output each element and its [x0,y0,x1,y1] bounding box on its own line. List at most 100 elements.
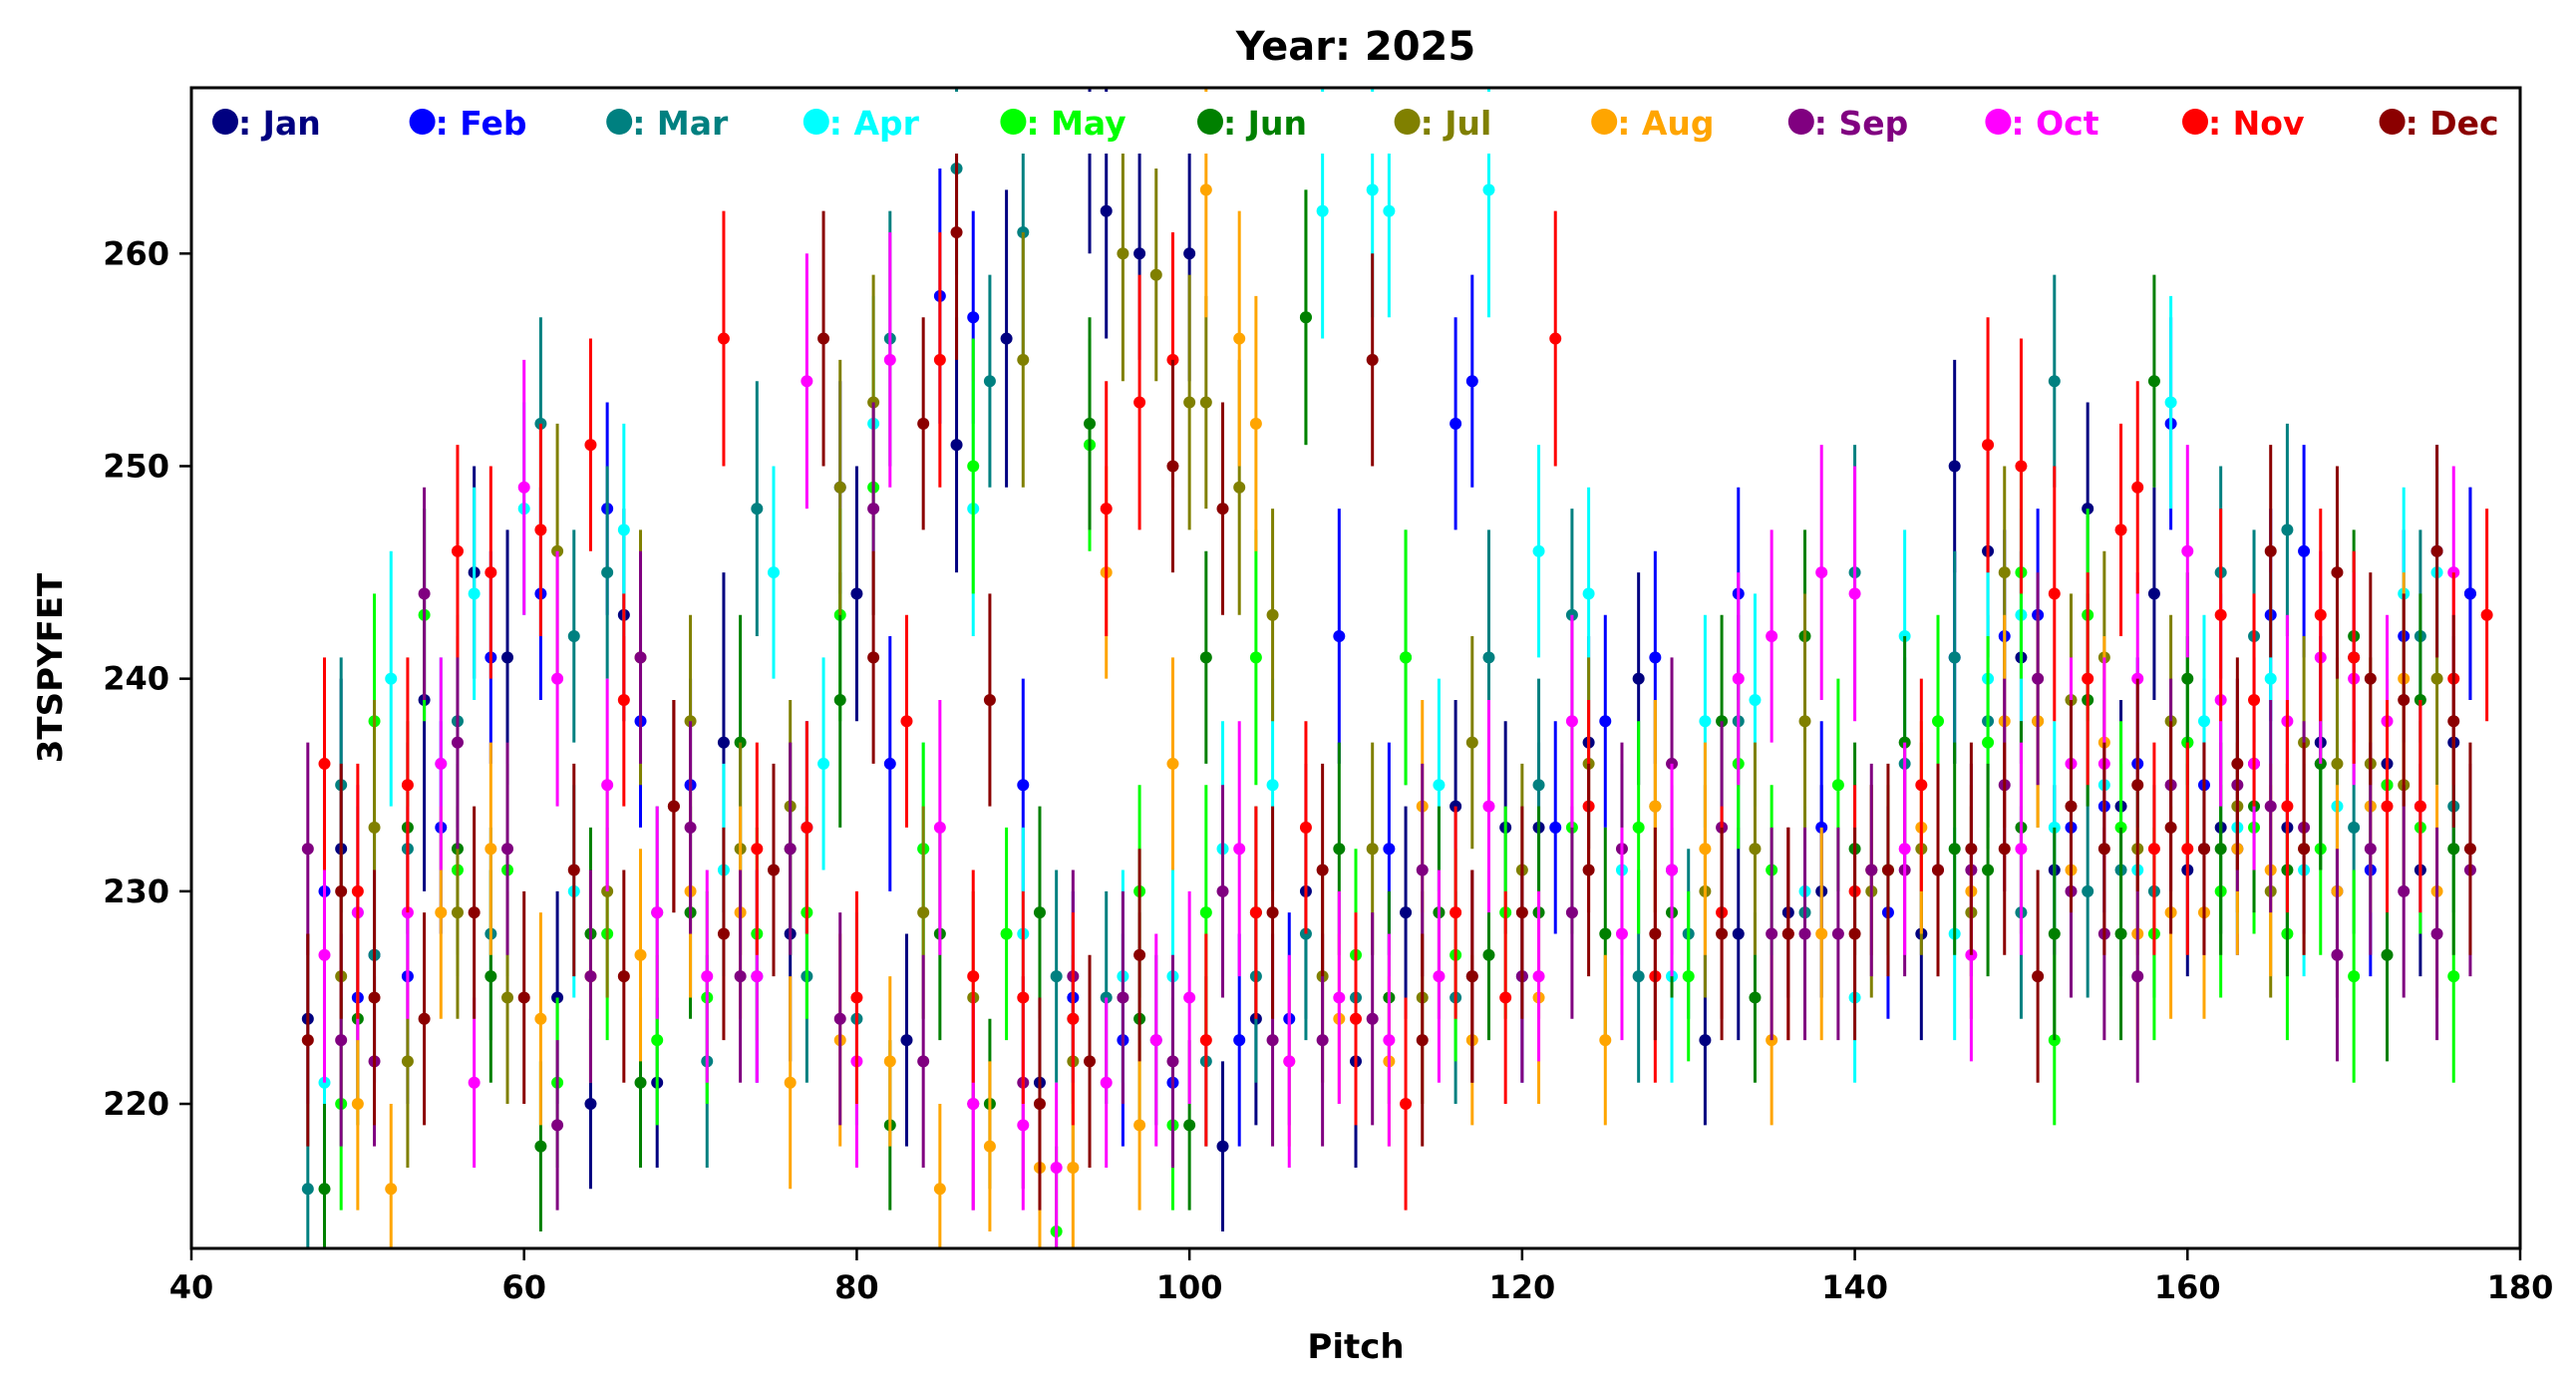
series-feb [318,169,2476,1168]
data-point [2314,608,2327,621]
data-point [917,906,930,919]
data-point [1732,927,1745,940]
data-point [2114,523,2127,536]
x-tick-label: 180 [2487,1268,2554,1306]
data-point [2331,566,2344,579]
legend-label: : Oct [2011,104,2098,143]
data-point [517,991,530,1004]
data-point [1017,991,1030,1004]
data-point [418,1012,431,1025]
data-point [2015,843,2028,856]
data-point [1000,332,1013,345]
y-axis-label: 3TSPYFET [31,572,71,763]
data-point [2281,523,2294,536]
data-point [950,439,963,452]
data-point [484,566,497,579]
data-point [2248,693,2261,706]
data-point [2065,800,2078,813]
data-point [2131,481,2144,494]
y-tick-label: 260 [103,234,169,272]
data-point [2181,672,2194,685]
legend-label: : Mar [632,104,729,143]
data-point [1199,1034,1212,1047]
data-point [1465,375,1478,388]
legend-label: : Jan [238,104,321,143]
data-point [950,225,963,238]
data-point [2197,843,2210,856]
data-point [2331,948,2344,961]
data-point [1299,821,1312,834]
data-point [1915,779,1928,792]
data-point [1133,396,1146,409]
data-point [1982,864,1995,876]
data-point [784,1076,797,1089]
data-point [2032,672,2045,685]
legend-label: : Jul [1421,104,1492,143]
data-point [1283,1055,1296,1068]
data-point [1416,864,1429,876]
data-point [1599,1034,1612,1047]
x-tick-label: 160 [2154,1268,2221,1306]
legend-marker [2182,109,2208,135]
data-point [1333,843,1346,856]
data-point [2348,970,2361,983]
data-point [1465,736,1478,749]
data-point [534,523,547,536]
data-point [817,757,830,770]
data-point [801,375,813,388]
data-point [983,375,996,388]
legend-marker [1591,109,1618,135]
legend-marker [606,109,633,135]
data-point [318,948,331,961]
legend-label: : Nov [2208,104,2305,143]
data-point [1982,736,1995,749]
legend-label: : Sep [1814,104,1908,143]
data-point [1299,311,1312,324]
data-point [1482,183,1495,196]
data-point [1632,672,1645,685]
series-dec [301,105,2476,1211]
data-point [1266,1034,1279,1047]
data-point [1766,630,1778,643]
data-point [1316,864,1329,876]
data-point [2331,757,2344,770]
data-point [900,715,913,728]
x-tick-label: 40 [169,1268,214,1306]
data-point [1216,884,1229,897]
data-point [634,651,647,664]
data-point [1433,970,1446,983]
legend-marker [212,109,238,135]
data-point [534,1012,547,1025]
data-point [1149,268,1162,281]
data-point [1133,948,1146,961]
data-point [1249,906,1262,919]
data-point [1815,566,1828,579]
legend: : Jan: Feb: Mar: Apr: May: Jun: Jul: Aug… [195,92,2516,154]
data-point [601,779,614,792]
data-point [1067,1012,1080,1025]
data-point [850,991,863,1004]
data-point [1499,991,1512,1004]
data-point [1266,779,1279,792]
data-point [435,757,448,770]
data-point [301,1034,314,1047]
data-point [867,503,880,516]
data-point [1433,779,1446,792]
data-point [2381,948,2394,961]
data-point [1565,906,1578,919]
data-point [1350,1012,1362,1025]
data-point [1781,927,1794,940]
data-point [883,353,896,366]
data-point [1199,183,1212,196]
data-point [1133,247,1146,260]
data-point [833,693,846,706]
data-point [1699,843,1712,856]
data-point [551,1119,564,1132]
data-point [1416,1034,1429,1047]
data-point [967,1098,980,1111]
data-point [1400,906,1413,919]
data-point [1100,503,1113,516]
data-point [1482,800,1495,813]
data-point [2147,587,2160,600]
data-point [784,843,797,856]
